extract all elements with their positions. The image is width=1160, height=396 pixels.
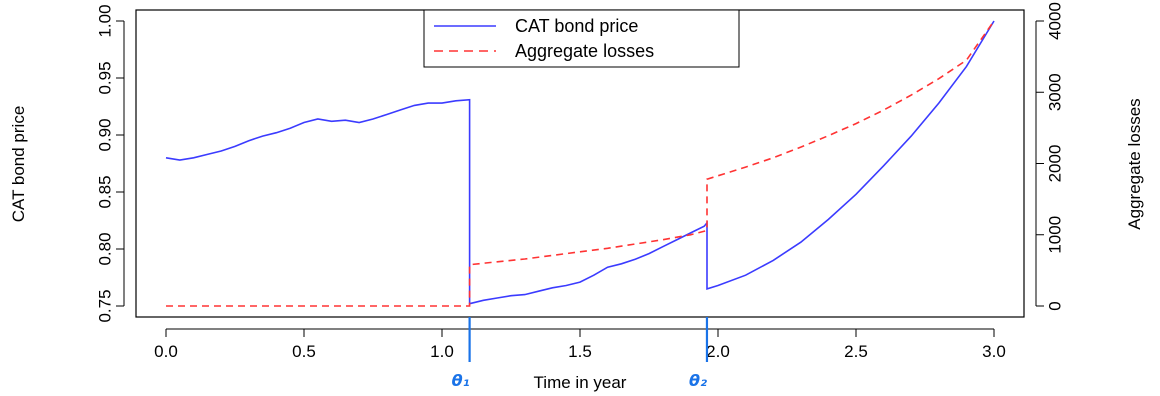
y-tick-label: 0.80 [95,232,114,265]
y-tick-label: 0.85 [95,175,114,208]
y-tick-label: 1.00 [95,4,114,37]
y-axis-left: 0.75 0.80 0.85 0.90 0.95 1.00 [95,4,125,323]
y-tick-label: 0.95 [95,61,114,94]
y-axis-label: CAT bond price [9,106,28,223]
x-tick-label: 1.5 [568,342,592,361]
series-layer [165,20,995,307]
legend: CAT bond price Aggregate losses [423,9,740,68]
y2-axis-label: Aggregate losses [1125,98,1144,229]
x-tick-label: 0.0 [154,342,178,361]
legend-label-price: CAT bond price [515,16,638,36]
y2-tick-label: 0 [1045,301,1064,310]
x-axis: 0.0 0.5 1.0 1.5 2.0 2.5 3.0 [154,328,1006,361]
x-tick-label: 1.0 [430,342,454,361]
x-tick-label: 0.5 [292,342,316,361]
y-tick-label: 0.75 [95,289,114,322]
series-line-cat-bond-price [165,20,995,305]
y2-tick-label: 4000 [1045,2,1064,40]
x-tick-label: 3.0 [982,342,1006,361]
x-tick-label: 2.0 [706,342,730,361]
y2-tick-label: 3000 [1045,73,1064,111]
annotation-layer: θ₁ θ₂ [452,317,709,390]
x-axis-label: Time in year [534,373,627,392]
y-axis-right: 0 1000 2000 3000 4000 [1035,2,1064,311]
y2-tick-label: 2000 [1045,145,1064,183]
y2-tick-label: 1000 [1045,216,1064,254]
theta-label-1: θ₁ [452,371,470,390]
x-tick-label: 2.5 [844,342,868,361]
legend-box [423,9,740,68]
y-tick-label: 0.90 [95,118,114,151]
theta-label-2: θ₂ [689,371,707,390]
legend-label-losses: Aggregate losses [515,41,654,61]
